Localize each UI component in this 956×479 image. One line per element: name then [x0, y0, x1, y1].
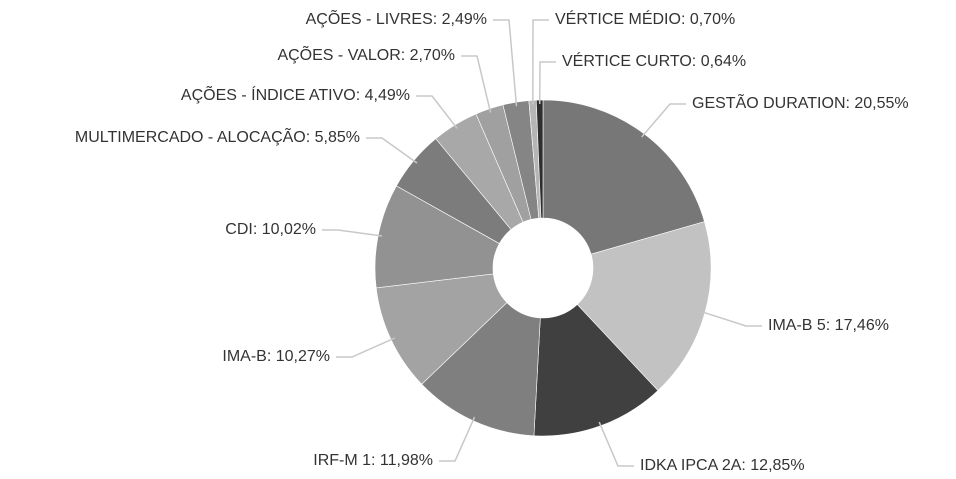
leader-line [416, 95, 458, 129]
data-label: VÉRTICE MÉDIO: 0,70% [555, 9, 735, 28]
slice [421, 302, 541, 437]
slice [576, 221, 712, 391]
slice [375, 273, 508, 385]
leader-line [700, 310, 762, 327]
leader-line [461, 55, 492, 113]
slice [535, 99, 544, 219]
data-label: CDI: 10,02% [225, 221, 316, 238]
data-label: IMA-B: 10,27% [222, 348, 330, 365]
leader-line [532, 19, 549, 105]
data-label: GESTÃO DURATION: 20,55% [692, 92, 909, 112]
data-label: IMA-B 5: 17,46% [768, 317, 889, 334]
leader-line [641, 103, 686, 138]
leader-line [336, 337, 396, 358]
data-label: AÇÕES - ÍNDICE ATIVO: 4,49% [181, 84, 410, 104]
data-label: IDKA IPCA 2A: 12,85% [640, 457, 805, 474]
data-label: MULTIMERCADO - ALOCAÇÃO: 5,85% [75, 126, 360, 146]
leader-line [439, 416, 476, 462]
leader-line [366, 137, 418, 164]
data-label: AÇÕES - LIVRES: 2,49% [306, 8, 487, 28]
data-label: IRF-M 1: 11,98% [313, 452, 433, 469]
leader-line [538, 61, 556, 105]
data-label: VÉRTICE CURTO: 0,64% [562, 51, 746, 70]
leader-line [322, 229, 383, 237]
leader-line [493, 19, 518, 107]
slice [542, 99, 705, 255]
slice [533, 304, 659, 437]
data-label: AÇÕES - VALOR: 2,70% [277, 44, 455, 64]
leader-line [598, 421, 634, 467]
